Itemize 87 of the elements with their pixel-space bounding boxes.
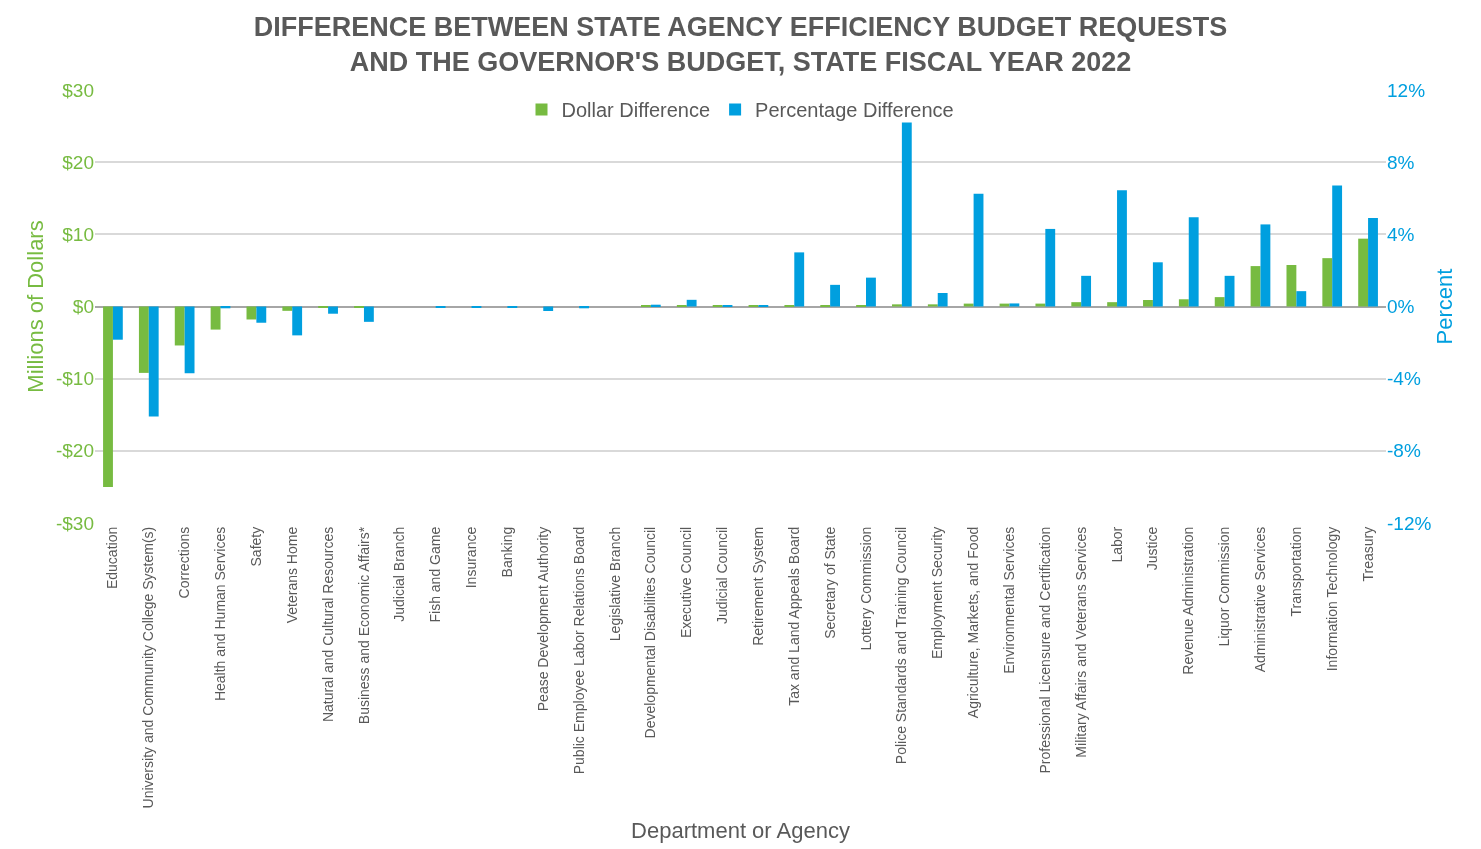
bar xyxy=(1260,224,1271,307)
x-tick-label: Labor xyxy=(1108,526,1125,563)
x-tick-label: Business and Economic Affairs* xyxy=(355,526,372,725)
x-tick-label: Revenue Administration xyxy=(1180,526,1197,675)
x-tick-label: Agriculture, Markets, and Food xyxy=(965,526,982,719)
x-tick-label: Secretary of State xyxy=(821,526,838,639)
y2-tick-label: 4% xyxy=(1387,223,1415,245)
bar xyxy=(1081,275,1092,307)
bar xyxy=(292,306,303,336)
bar xyxy=(210,306,221,330)
y-tick-label: -$30 xyxy=(55,512,94,534)
bar xyxy=(363,306,374,322)
bar xyxy=(901,122,912,307)
bar xyxy=(112,306,123,340)
bar xyxy=(103,306,113,487)
x-tick-label: Military Affairs and Veterans Services xyxy=(1072,526,1089,758)
x-tick-label: Judicial Council xyxy=(714,526,731,625)
x-tick-label: Information Technology xyxy=(1323,526,1340,672)
y2-tick-label: 12% xyxy=(1387,79,1426,101)
x-tick-label: Lottery Commission xyxy=(857,526,874,651)
bar xyxy=(1117,190,1127,307)
x-tick-label: Banking xyxy=(498,526,515,578)
bar xyxy=(1286,265,1297,307)
y2-tick-label: -4% xyxy=(1387,368,1421,390)
y-tick-label: $0 xyxy=(72,296,94,318)
x-tick-label: Insurance xyxy=(463,526,480,589)
y2-tick-label: 8% xyxy=(1387,151,1415,173)
bar xyxy=(1035,303,1046,307)
bar xyxy=(328,306,338,314)
x-tick-label: Professional Licensure and Certification xyxy=(1036,526,1053,774)
y2-tick-label: 0% xyxy=(1387,296,1415,318)
x-tick-label: Environmental Services xyxy=(1001,526,1018,674)
x-tick-label: Police Standards and Training Council xyxy=(893,526,910,765)
x-tick-label: Liquor Commission xyxy=(1216,526,1233,647)
y-tick-label: -$20 xyxy=(55,440,94,462)
x-tick-label: Legislative Branch xyxy=(606,526,623,642)
legend-label: Dollar Difference xyxy=(561,99,711,122)
bar xyxy=(830,284,841,307)
x-tick-label: Education xyxy=(104,526,121,590)
y-tick-label: $20 xyxy=(62,151,94,173)
y2-axis-title: Percent xyxy=(1432,268,1458,345)
y-tick-label: -$10 xyxy=(55,368,94,390)
x-tick-label: Executive Council xyxy=(678,526,695,639)
x-tick-label: Tax and Land Appeals Board xyxy=(785,526,802,706)
bar xyxy=(794,252,805,307)
x-tick-label: University and Community College System(s) xyxy=(140,526,157,809)
bar xyxy=(892,304,902,307)
bar xyxy=(1224,275,1235,307)
bar xyxy=(1107,302,1118,307)
x-tick-label: Safety xyxy=(247,526,264,567)
bar xyxy=(282,306,293,311)
bar xyxy=(973,193,984,307)
x-tick-label: Corrections xyxy=(176,526,193,599)
legend-label: Percentage Difference xyxy=(755,99,954,122)
y-tick-label: $10 xyxy=(62,223,94,245)
x-tick-label: Developmental Disabilites Council xyxy=(642,526,659,739)
bar xyxy=(937,292,948,307)
x-tick-label: Justice xyxy=(1144,526,1161,571)
x-tick-label: Employment Security xyxy=(929,526,946,660)
bar xyxy=(866,277,876,307)
x-tick-label: Treasury xyxy=(1359,526,1376,582)
bar xyxy=(1071,302,1082,307)
x-tick-label: Health and Human Services xyxy=(212,526,229,702)
y2-tick-label: -12% xyxy=(1387,512,1432,534)
bar xyxy=(963,303,974,307)
x-tick-label: Public Employee Labor Relations Board xyxy=(570,526,587,775)
x-tick-label: Veterans Home xyxy=(283,526,300,624)
bar xyxy=(1045,228,1056,307)
x-axis-title: Department or Agency xyxy=(631,818,850,844)
bar xyxy=(1178,299,1189,307)
x-tick-label: Judicial Branch xyxy=(391,526,408,622)
bar xyxy=(1332,185,1343,307)
chart-title: DIFFERENCE BETWEEN STATE AGENCY EFFICIENCY BUDGET REQUESTS AND THE GOVERNOR'S BUDGET, STATE FISCAL YEAR 2022 xyxy=(253,11,1228,77)
bar xyxy=(927,304,938,307)
x-tick-label: Retirement System xyxy=(749,526,766,646)
x-tick-label: Natural and Cultural Resources xyxy=(319,526,336,723)
y-axis-title: Millions of Dollars xyxy=(22,220,48,393)
x-tick-label: Fish and Game xyxy=(427,526,444,623)
bar xyxy=(1188,217,1199,307)
x-tick-label: Pease Development Authority xyxy=(534,526,551,712)
y-tick-label: $30 xyxy=(62,79,94,101)
bar xyxy=(1143,300,1153,307)
x-tick-label: Transportation xyxy=(1287,526,1304,617)
x-tick-label: Administrative Services xyxy=(1252,526,1269,673)
y2-tick-label: -8% xyxy=(1387,440,1421,462)
bar xyxy=(1152,262,1163,307)
bar xyxy=(686,299,697,307)
